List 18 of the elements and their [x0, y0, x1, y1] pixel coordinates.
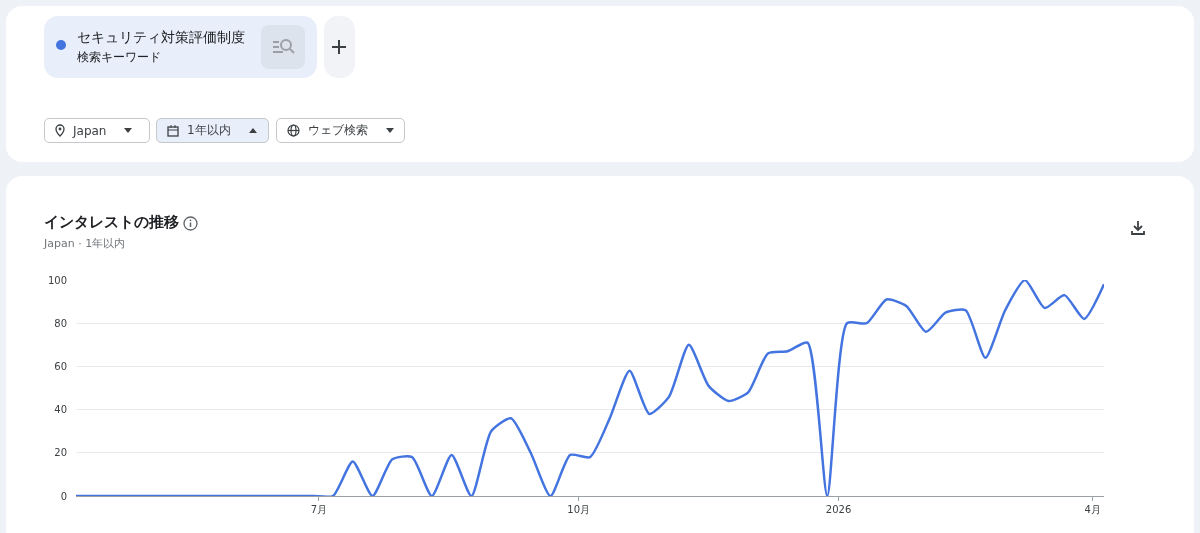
text: ウェブ検索 — [308, 122, 368, 139]
text: Japan — [73, 123, 107, 138]
text: 1年以内 — [187, 122, 231, 139]
x-tick-label: 10月 — [567, 504, 591, 515]
y-tick-label: 100 — [47, 274, 67, 286]
x-tick-label: 2026 — [825, 504, 852, 515]
y-tick-label: 20 — [54, 447, 67, 459]
x-tick-label: 4月 — [1084, 504, 1101, 515]
legend-label: セキュリティ対策評価制度 — [77, 29, 245, 47]
chart-subtitle: Japan · 1年以内 — [44, 236, 126, 251]
line-series — [76, 280, 1104, 496]
y-tick-label: 60 — [54, 360, 67, 372]
y-tick-label: 80 — [54, 317, 67, 329]
y-tick-label: 0 — [60, 490, 67, 502]
y-tick-label: 40 — [54, 404, 67, 416]
text: 検索キーワード — [77, 49, 161, 66]
x-tick-label: 7月 — [310, 504, 328, 515]
chart-title: インタレストの推移 — [44, 213, 179, 232]
